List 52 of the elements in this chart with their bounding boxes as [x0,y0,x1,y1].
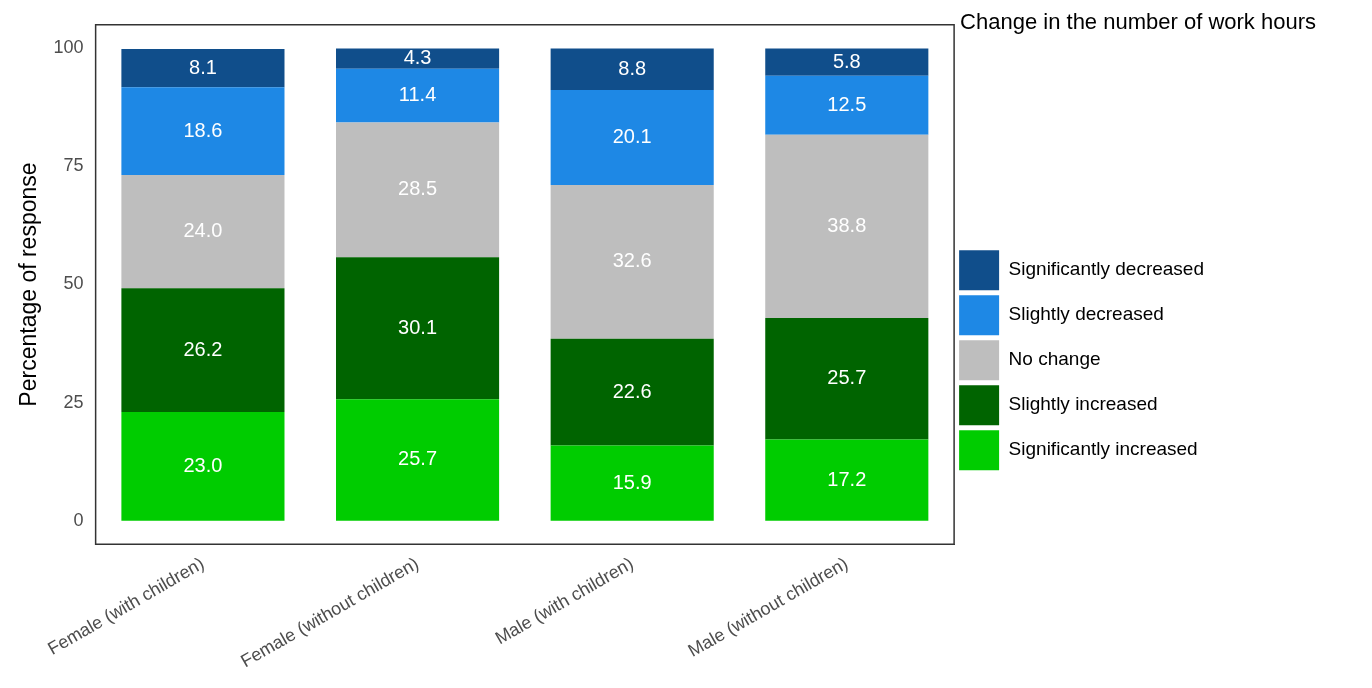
legend-title: Change in the number of work hours [960,9,1316,35]
data-label: 32.6 [612,249,652,272]
legend-label: Significantly increased [1008,438,1198,460]
bar [121,288,285,413]
bar [121,87,285,175]
bar [121,174,285,289]
bar [765,134,929,319]
bar [336,48,500,69]
data-label: 38.8 [827,213,867,236]
data-label: 4.3 [403,46,432,69]
data-label: 5.8 [832,49,861,72]
bar [550,338,714,446]
bar [765,48,929,76]
data-label: 12.5 [827,92,867,115]
bar [336,399,500,521]
y-tick-label: 75 [63,155,84,176]
data-label: 20.1 [612,124,652,147]
bar [765,439,929,521]
bar [336,122,500,258]
bar [121,48,285,88]
data-label: 18.6 [183,118,223,141]
data-label: 25.7 [398,447,438,470]
bar [550,89,714,185]
legend-label: Slightly increased [1008,393,1158,415]
bar [765,75,929,135]
y-tick-label: 0 [73,509,84,530]
legend-label: Slightly decreased [1008,303,1164,325]
data-label: 25.7 [827,366,867,389]
data-label: 17.2 [827,467,867,490]
y-tick-label: 25 [63,391,84,412]
data-label: 8.1 [189,55,217,78]
bar [550,445,714,521]
bar [550,184,714,339]
bar [121,412,285,521]
legend-label: Significantly decreased [1008,258,1204,280]
legend-label: No change [1008,348,1101,370]
data-label: 26.2 [183,337,223,360]
data-label: 30.1 [398,315,438,338]
data-label: 8.8 [618,56,647,79]
bar [336,257,500,400]
data-label: 24.0 [183,219,223,242]
bar [336,68,500,123]
data-label: 23.0 [183,453,223,476]
y-axis-title: Percentage of response [15,162,42,407]
y-tick-label: 100 [53,37,84,58]
data-label: 15.9 [612,470,652,493]
bar [550,48,714,90]
data-label: 11.4 [398,83,437,106]
y-tick-label: 50 [63,273,84,294]
data-label: 22.6 [612,379,652,402]
data-label: 28.5 [398,177,438,200]
bar [765,318,929,440]
